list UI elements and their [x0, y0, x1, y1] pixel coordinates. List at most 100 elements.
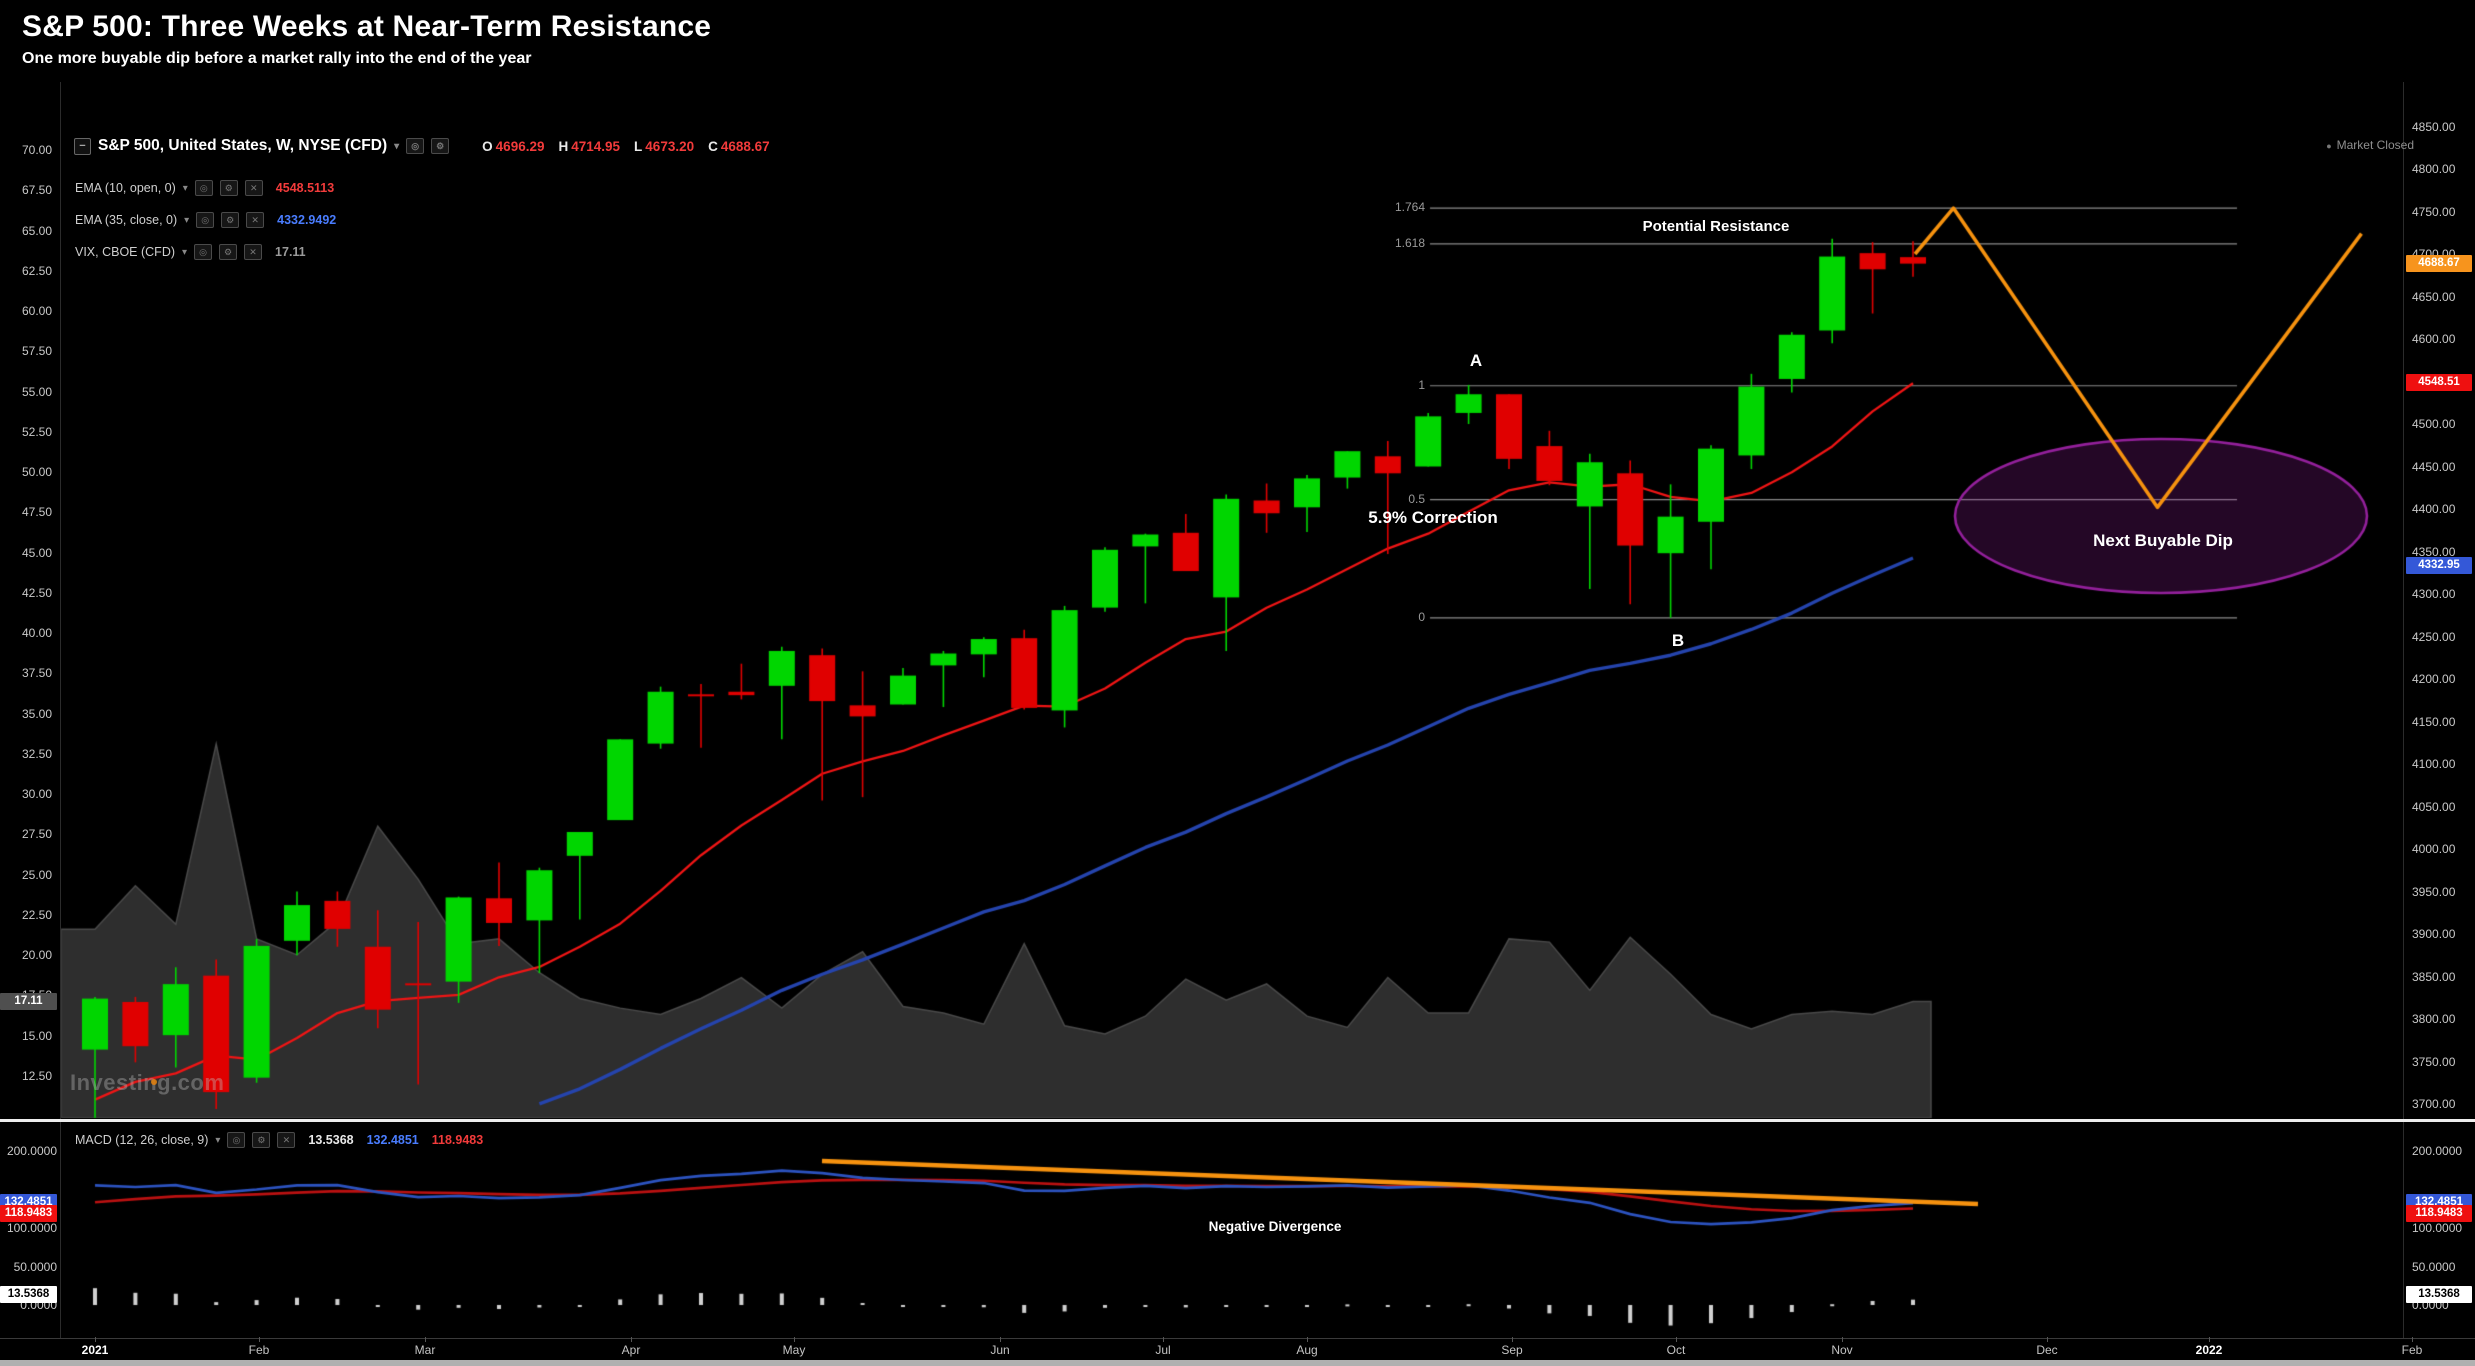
price-tick-label: 4250.00 — [2412, 629, 2456, 644]
indicator-value: 17.11 — [275, 245, 306, 259]
macd-badge: 13.5368 — [2406, 1286, 2472, 1304]
macd-hist-value: 13.5368 — [308, 1133, 354, 1147]
settings-gear-icon[interactable]: ⚙ — [221, 212, 240, 228]
time-axis-tick — [259, 1337, 260, 1342]
macd-tick-label: 50.0000 — [13, 1259, 57, 1274]
ohlc-readout: O 4696.29 H 4714.95 L 4673.20 C 4688.67 — [482, 139, 770, 154]
time-axis-tick — [2209, 1337, 2210, 1342]
indicator-row-ema35: EMA (35, close, 0) ▾ ◎ ⚙ ✕ 4332.9492 — [75, 212, 336, 228]
vix-tick-label: 65.00 — [21, 223, 52, 238]
vix-tick-label: 12.50 — [21, 1068, 52, 1083]
annotation-point-b: B — [1671, 631, 1685, 650]
price-tick-label: 4000.00 — [2412, 842, 2456, 856]
macd-badge: 13.5368 — [0, 1286, 57, 1304]
time-axis-tick — [1842, 1337, 1843, 1342]
chevron-down-icon[interactable]: ▾ — [184, 214, 190, 226]
annotation-correction: 5.9% Correction — [1368, 508, 1498, 527]
watermark-dot-icon — [151, 1079, 157, 1085]
macd-badge: 118.9483 — [2406, 1204, 2472, 1222]
vix-tick-label: 47.50 — [21, 505, 52, 520]
open-value: 4696.29 — [495, 138, 545, 154]
vix-tick-label: 37.50 — [21, 666, 52, 681]
vix-tick-label: 70.00 — [21, 143, 52, 157]
price-tick-label: 4300.00 — [2412, 587, 2456, 601]
indicator-visibility-icon[interactable]: ◎ — [406, 138, 425, 154]
price-badge: 4548.51 — [2406, 374, 2472, 392]
visibility-icon[interactable]: ◎ — [194, 180, 213, 196]
panel-divider[interactable] — [0, 1119, 2475, 1122]
annotation-point-a: A — [1469, 351, 1483, 370]
price-tick-label: 4200.00 — [2412, 672, 2456, 686]
vix-tick-label: 27.50 — [21, 827, 52, 842]
price-tick-label: 4600.00 — [2412, 332, 2456, 346]
indicator-value: 4548.5113 — [275, 181, 335, 195]
settings-gear-icon[interactable]: ⚙ — [431, 138, 450, 154]
market-status: ● Market Closed — [2326, 138, 2414, 152]
vix-tick-label: 35.00 — [21, 706, 52, 721]
price-tick-label: 4400.00 — [2412, 502, 2456, 516]
price-tick-label: 4450.00 — [2412, 459, 2456, 474]
settings-gear-icon[interactable]: ⚙ — [252, 1132, 271, 1148]
fib-level-label: 1.764 — [1394, 200, 1425, 215]
right-axis-line[interactable] — [2403, 82, 2404, 1338]
time-axis-tick — [1163, 1337, 1164, 1342]
collapse-panel-icon[interactable]: − — [74, 137, 91, 155]
symbol-title[interactable]: S&P 500, United States, W, NYSE (CFD) — [98, 137, 388, 154]
indicator-row-ema10: EMA (10, open, 0) ▾ ◎ ⚙ ✕ 4548.5113 — [75, 180, 334, 196]
vix-tick-label: 32.50 — [21, 746, 52, 761]
close-icon[interactable]: ✕ — [244, 180, 263, 196]
visibility-icon[interactable]: ◎ — [194, 244, 213, 260]
chevron-down-icon[interactable]: ▾ — [215, 1134, 221, 1146]
price-tick-label: 3750.00 — [2412, 1054, 2456, 1069]
macd-line-value: 132.4851 — [366, 1133, 419, 1147]
macd-badge: 118.9483 — [0, 1204, 57, 1222]
vix-tick-label: 20.00 — [21, 948, 52, 962]
price-tick-label: 4050.00 — [2412, 799, 2456, 814]
visibility-icon[interactable]: ◎ — [196, 212, 215, 228]
indicator-label[interactable]: EMA (10, open, 0) — [75, 181, 176, 195]
chevron-down-icon[interactable]: ▾ — [182, 246, 188, 258]
price-tick-label: 4350.00 — [2412, 544, 2456, 559]
time-axis-label: Oct — [1666, 1343, 1686, 1357]
close-icon[interactable]: ✕ — [246, 212, 265, 228]
macd-header: MACD (12, 26, close, 9) ▾ ◎ ⚙ ✕ 13.5368 … — [75, 1132, 483, 1148]
price-tick-label: 3900.00 — [2412, 927, 2456, 941]
left-axis-line — [60, 82, 61, 1338]
annotation-negative-divergence: Negative Divergence — [1208, 1219, 1342, 1234]
time-axis-tick — [1676, 1337, 1677, 1342]
macd-label[interactable]: MACD (12, 26, close, 9) — [75, 1133, 209, 1147]
indicator-label[interactable]: VIX, CBOE (CFD) — [75, 245, 176, 259]
vix-tick-label: 40.00 — [21, 626, 52, 640]
status-dot-icon: ● — [2326, 141, 2332, 151]
close-icon[interactable]: ✕ — [244, 244, 263, 260]
time-axis-label: Jun — [990, 1343, 1010, 1357]
time-axis-label: Dec — [2036, 1343, 2058, 1357]
time-axis-label: May — [782, 1343, 806, 1357]
macd-tick-label: 100.0000 — [2412, 1221, 2463, 1235]
settings-gear-icon[interactable]: ⚙ — [219, 180, 238, 196]
vix-tick-label: 15.00 — [21, 1028, 52, 1043]
vix-tick-label: 62.50 — [21, 263, 52, 278]
fib-level-label: 0.5 — [1408, 491, 1425, 506]
settings-gear-icon[interactable]: ⚙ — [219, 244, 238, 260]
price-tick-label: 3700.00 — [2412, 1097, 2456, 1111]
time-axis-label: Feb — [248, 1343, 270, 1357]
close-label: C — [708, 138, 718, 154]
visibility-icon[interactable]: ◎ — [227, 1132, 246, 1148]
indicator-value: 4332.9492 — [277, 213, 337, 227]
vix-tick-label: 57.50 — [21, 344, 52, 359]
vix-tick-label: 60.00 — [21, 304, 52, 318]
indicator-row-vix: VIX, CBOE (CFD) ▾ ◎ ⚙ ✕ 17.11 — [75, 244, 306, 260]
vix-tick-label: 25.00 — [21, 867, 52, 882]
indicator-label[interactable]: EMA (35, close, 0) — [75, 213, 178, 227]
close-icon[interactable]: ✕ — [277, 1132, 296, 1148]
chevron-down-icon[interactable]: ▾ — [394, 140, 400, 152]
price-tick-label: 4750.00 — [2412, 204, 2456, 219]
vix-tick-label: 30.00 — [21, 787, 52, 801]
time-axis-tick — [1307, 1337, 1308, 1342]
bottom-scrollbar[interactable] — [0, 1360, 2475, 1366]
chevron-down-icon[interactable]: ▾ — [182, 182, 188, 194]
time-axis-border — [0, 1338, 2475, 1339]
